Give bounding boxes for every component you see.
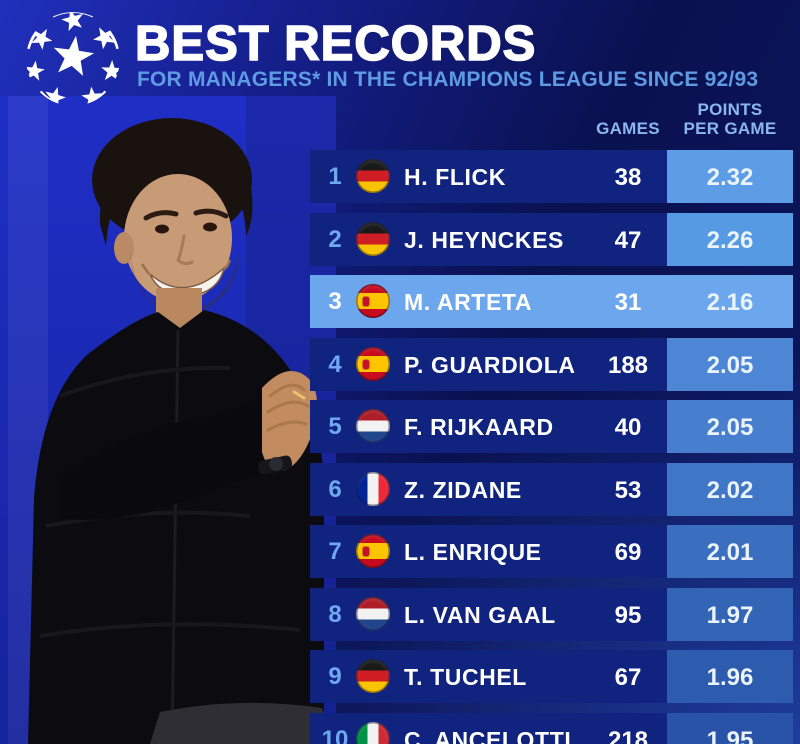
rank-cell: 3: [328, 288, 342, 315]
games-value: 38: [614, 164, 642, 191]
manager-name: C. ANCELOTTI: [404, 726, 572, 744]
games-value: 67: [614, 664, 642, 691]
page-title: BEST RECORDS: [134, 16, 537, 72]
games-value: 53: [614, 476, 642, 504]
table-row: 8 L. VAN GAAL 95 1.97: [310, 587, 793, 641]
rank-cell: 4: [328, 350, 342, 378]
points-per-game-value: 1.96: [667, 650, 793, 703]
rank-cell: 7: [328, 538, 342, 565]
table-row: 9 T. TUCHEL 67 1.96: [310, 650, 793, 703]
manager-name: M. ARTETA: [404, 289, 533, 315]
games-value: 40: [614, 414, 642, 441]
points-per-game-value: 2.02: [667, 462, 793, 516]
manager-name: H. FLICK: [404, 164, 506, 190]
points-per-game-value: 2.16: [667, 275, 793, 328]
rank-cell: 2: [328, 225, 342, 253]
points-per-game-value: 1.95: [667, 712, 793, 744]
games-value: 31: [614, 289, 642, 316]
column-header-points-per-game: POINTS PER GAME: [667, 100, 793, 138]
points-per-game-value: 2.01: [667, 525, 793, 578]
games-value: 95: [614, 601, 642, 629]
points-per-game-value: 1.97: [667, 587, 793, 641]
country-flag-icon: [356, 534, 390, 568]
manager-name: L. ENRIQUE: [404, 539, 542, 565]
country-flag-icon: [356, 284, 390, 318]
manager-name: Z. ZIDANE: [404, 476, 522, 503]
column-header-games: GAMES: [596, 119, 660, 138]
country-flag-icon: [356, 659, 390, 693]
page-subtitle: FOR MANAGERS* IN THE CHAMPIONS LEAGUE SI…: [137, 68, 759, 91]
country-flag-icon: [356, 409, 390, 443]
table-row: 10 C. ANCELOTTI 218 1.95: [310, 712, 793, 744]
games-value: 188: [607, 351, 649, 379]
points-per-game-value: 2.26: [667, 212, 793, 266]
manager-name: P. GUARDIOLA: [404, 351, 576, 378]
rank-cell: 9: [328, 663, 342, 690]
rank-cell: 8: [328, 600, 342, 628]
points-per-game-value: 2.05: [667, 400, 793, 453]
ppg-header-line1: POINTS: [697, 100, 763, 119]
table-row: 6 Z. ZIDANE 53 2.02: [310, 462, 793, 516]
table-row: 2 J. HEYNCKES 47 2.26: [310, 212, 793, 266]
country-flag-icon: [356, 221, 390, 256]
table-row: 3 M. ARTETA 31 2.16: [310, 275, 793, 328]
rank-cell: 10: [321, 725, 349, 744]
games-value: 218: [607, 726, 649, 744]
points-per-game-value: 2.05: [667, 337, 793, 391]
country-flag-icon: [356, 346, 390, 381]
table-row: 1 H. FLICK 38 2.32: [310, 150, 793, 203]
table-row: 7 L. ENRIQUE 69 2.01: [310, 525, 793, 578]
table-row: 4 P. GUARDIOLA 188 2.05: [310, 337, 793, 391]
arteta-photo: [0, 96, 336, 744]
country-flag-icon: [356, 159, 390, 193]
rank-cell: 1: [328, 163, 342, 190]
rank-cell: 6: [328, 475, 342, 503]
country-flag-icon: [356, 471, 390, 506]
country-flag-icon: [356, 721, 390, 744]
games-value: 47: [614, 226, 642, 254]
rank-cell: 5: [328, 413, 342, 440]
games-value: 69: [614, 539, 642, 566]
points-per-game-value: 2.32: [667, 150, 793, 203]
country-flag-icon: [356, 596, 390, 631]
ucl-starball-logo: [26, 12, 120, 106]
manager-name: L. VAN GAAL: [404, 601, 556, 628]
manager-name: T. TUCHEL: [404, 664, 527, 690]
manager-name: F. RIJKAARD: [404, 414, 554, 440]
table-row: 5 F. RIJKAARD 40 2.05: [310, 400, 793, 453]
manager-name: J. HEYNCKES: [404, 226, 564, 253]
ppg-header-line2: PER GAME: [683, 119, 777, 138]
